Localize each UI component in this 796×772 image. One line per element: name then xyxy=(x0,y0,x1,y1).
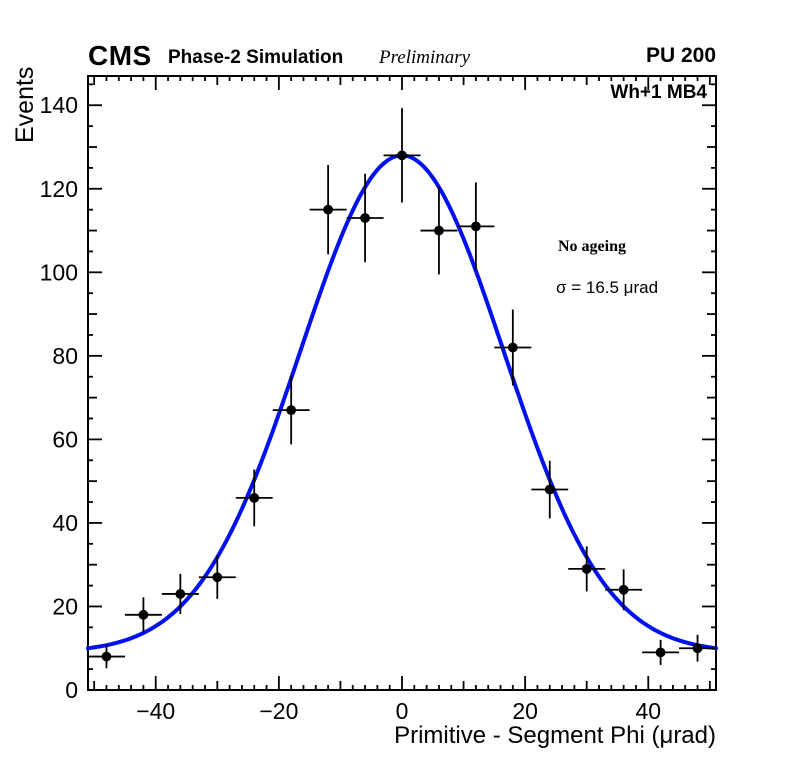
data-point xyxy=(175,589,186,599)
data-point xyxy=(138,609,149,620)
data-point xyxy=(212,572,223,583)
header-subtitle: Phase-2 Simulation xyxy=(168,47,344,68)
y-tick-label: 140 xyxy=(40,92,78,118)
data-point xyxy=(249,492,260,503)
plot-frame xyxy=(87,75,717,691)
data-point xyxy=(323,204,334,215)
x-tick-label: 20 xyxy=(512,698,538,724)
x-axis-title: Primitive - Segment Phi (μrad) xyxy=(394,722,716,749)
data-point xyxy=(692,643,703,654)
ageing-label: No ageing xyxy=(558,238,626,255)
y-tick-label: 0 xyxy=(65,677,78,703)
data-point xyxy=(397,150,407,161)
data-point xyxy=(655,647,666,658)
tick-labels: −40 −20 0 20 40 0 20 40 60 80 100 120 140 xyxy=(40,92,661,724)
y-axis-title: Events xyxy=(11,67,39,143)
data-point xyxy=(434,225,444,236)
data-point xyxy=(470,221,481,232)
y-tick-label: 60 xyxy=(52,426,78,452)
x-tick-label: 0 xyxy=(396,698,409,724)
header-pileup: PU 200 xyxy=(645,44,716,67)
cms-logo-text: CMS xyxy=(88,40,152,71)
y-tick-label: 40 xyxy=(52,510,78,536)
data-point xyxy=(544,484,555,495)
y-tick-label: 20 xyxy=(52,593,78,619)
x-tick-label: −20 xyxy=(259,698,298,724)
y-tick-label: 120 xyxy=(40,176,78,202)
region-label: Wh+1 MB4 xyxy=(610,82,707,103)
data-point xyxy=(618,584,629,595)
data-point xyxy=(101,651,112,662)
y-tick-label: 80 xyxy=(52,343,78,369)
data-points xyxy=(88,108,716,669)
sigma-label: σ = 16.5 μrad xyxy=(556,278,659,297)
data-point xyxy=(581,563,592,574)
data-point xyxy=(286,405,297,416)
header-preliminary: Preliminary xyxy=(379,47,471,68)
x-tick-label: 40 xyxy=(635,698,661,724)
data-point xyxy=(360,213,370,223)
y-tick-label: 100 xyxy=(40,259,78,285)
data-point xyxy=(507,342,518,353)
x-tick-label: −40 xyxy=(136,698,175,724)
fit-curve xyxy=(86,153,718,651)
